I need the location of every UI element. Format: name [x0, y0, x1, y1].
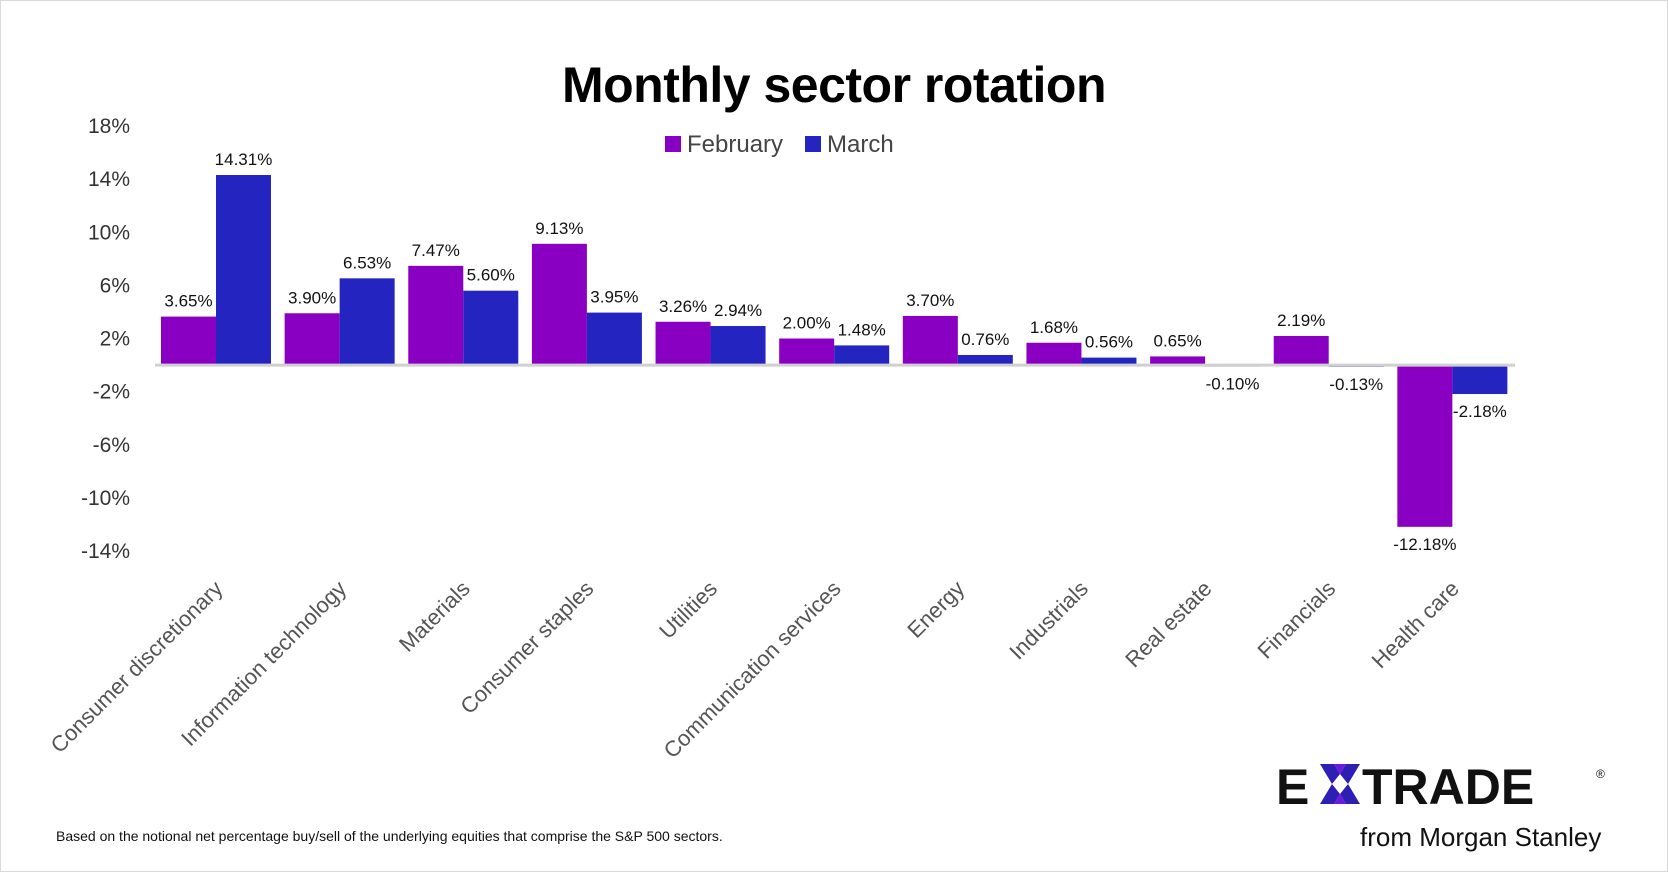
- bar-february: [161, 316, 216, 366]
- bar-february: [531, 243, 587, 366]
- logo-registered-mark: ®: [1596, 767, 1605, 781]
- data-label: -0.10%: [1206, 375, 1260, 394]
- y-tick-label: -10%: [81, 487, 130, 510]
- bar-february: [655, 321, 711, 366]
- legend-label-march: March: [827, 131, 894, 158]
- logo-subtitle: from Morgan Stanley: [1360, 822, 1601, 852]
- x-category-label: Materials: [394, 576, 475, 657]
- data-label: 5.60%: [467, 266, 515, 285]
- bar-february: [1150, 356, 1206, 366]
- x-category-label: Industrials: [1004, 576, 1093, 665]
- data-label: 0.65%: [1153, 331, 1201, 350]
- data-label: 1.68%: [1030, 318, 1078, 337]
- y-tick-label: -2%: [93, 381, 130, 404]
- y-tick-label: -14%: [81, 540, 130, 563]
- data-label: 3.90%: [288, 288, 336, 307]
- y-tick-label: 18%: [88, 115, 130, 138]
- chart-title: Monthly sector rotation: [561, 57, 1107, 113]
- bar-march: [586, 312, 642, 366]
- data-label: 3.26%: [659, 297, 707, 316]
- bar-march: [1081, 357, 1137, 366]
- bar-february: [779, 338, 835, 366]
- data-label: -2.18%: [1453, 402, 1507, 421]
- data-label: 1.48%: [838, 320, 886, 339]
- bar-march: [710, 326, 766, 366]
- x-category-label: Utilities: [654, 576, 722, 644]
- data-label: 14.31%: [215, 150, 273, 169]
- x-category-label: Energy: [902, 576, 969, 643]
- data-label: 3.65%: [164, 292, 212, 311]
- bar-february: [1026, 342, 1082, 366]
- y-tick-label: 14%: [88, 168, 130, 191]
- y-tick-label: 10%: [88, 221, 130, 244]
- footnote: Based on the notional net percentage buy…: [56, 828, 723, 844]
- bar-march: [957, 354, 1013, 366]
- bar-march: [216, 175, 271, 366]
- legend-label-february: February: [687, 131, 783, 158]
- data-label: 2.00%: [783, 314, 831, 333]
- y-tick-label: 6%: [100, 274, 130, 297]
- bar-february: [1397, 365, 1453, 527]
- x-category-label: Real estate: [1120, 576, 1216, 672]
- data-label: 7.47%: [412, 241, 460, 260]
- etrade-logo: E TRADE ® from Morgan Stanley: [1276, 759, 1605, 852]
- bar-march: [339, 278, 395, 366]
- data-label: 6.53%: [343, 253, 391, 272]
- data-label: 0.76%: [961, 330, 1009, 349]
- bar-february: [284, 313, 340, 366]
- logo-letter-e: E: [1276, 759, 1309, 815]
- data-label: 2.19%: [1277, 311, 1325, 330]
- bar-february: [902, 315, 958, 366]
- y-tick-label: -6%: [93, 434, 130, 457]
- etrade-wordmark: E TRADE ®: [1276, 759, 1605, 815]
- bar-march: [1452, 365, 1508, 395]
- bar-february: [408, 265, 464, 366]
- legend-swatch-march: [805, 136, 821, 152]
- logo-letters-trade: TRADE: [1362, 759, 1534, 815]
- data-label: 3.70%: [906, 291, 954, 310]
- y-tick-label: 2%: [100, 328, 130, 351]
- bar-march: [463, 290, 519, 366]
- data-label: -12.18%: [1393, 535, 1456, 554]
- x-category-label: Consumer staples: [455, 576, 598, 719]
- legend-swatch-february: [665, 136, 681, 152]
- bar-february: [1273, 335, 1329, 366]
- bar-march: [834, 345, 890, 366]
- data-label: 9.13%: [535, 219, 583, 238]
- data-label: 3.95%: [590, 288, 638, 307]
- data-label: -0.13%: [1329, 375, 1383, 394]
- x-category-label: Health care: [1367, 576, 1464, 673]
- data-label: 2.94%: [714, 301, 762, 320]
- logo-star-icon: [1320, 764, 1360, 804]
- data-label: 0.56%: [1085, 333, 1133, 352]
- x-category-label: Financials: [1253, 576, 1341, 664]
